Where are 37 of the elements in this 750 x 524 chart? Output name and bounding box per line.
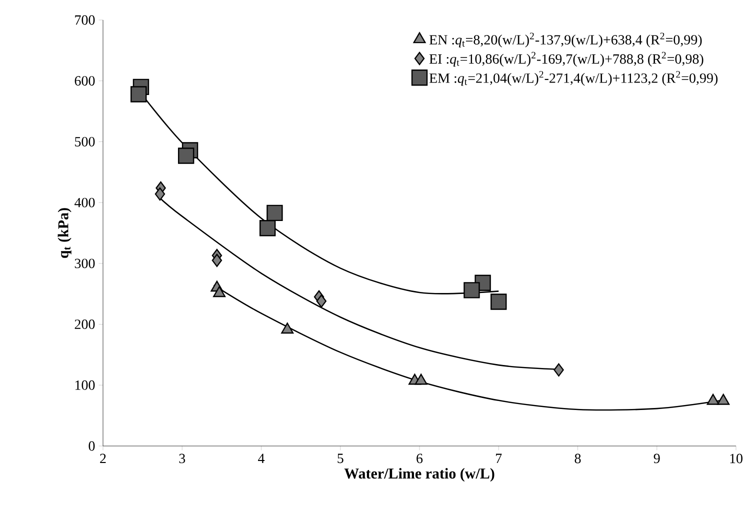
y-tick-label: 600 (74, 76, 95, 86)
x-tick-label: 3 (179, 454, 186, 464)
y-tick-label: 300 (74, 258, 95, 268)
point (259, 220, 276, 236)
y-tick-label: 700 (75, 15, 95, 25)
x-tick-label: 2 (100, 454, 106, 464)
x-tick-label: 6 (416, 454, 423, 464)
point (212, 254, 222, 267)
point (464, 282, 480, 298)
legend-label: EN :q$_{t}$=8,20(w/L)$^{2}$-137,9(w/L)+638,4 (R$^{2}$=0,99) (429, 32, 702, 48)
legend-label: EM :q$_{t}$=21,04(w/L)$^{2}$-271,4(w/L)+1123,2 (R$^{2}$=0,99) (429, 71, 718, 86)
x-axis-title: Water/Lime ratio (w/L) (344, 468, 494, 482)
point (130, 86, 147, 102)
point (154, 187, 166, 201)
point (178, 148, 194, 164)
x-tick-label: 5 (338, 454, 344, 464)
point (281, 322, 294, 334)
legend-label: EI :q$_{t}$=10,86(w/L)$^{2}$-169,7(w/L)+788,8 (R$^{2}$=0,98) (429, 52, 704, 67)
y-tick-label: 100 (75, 380, 95, 390)
y-tick-label: 500 (75, 136, 95, 146)
point (316, 294, 326, 308)
y-tick-label: 400 (74, 198, 95, 208)
point (213, 286, 226, 298)
point (414, 374, 428, 385)
x-tick-label: 10 (730, 454, 742, 464)
y-tick-label: 0 (88, 441, 95, 451)
x-tick-label: 9 (654, 454, 660, 464)
point (490, 294, 507, 310)
x-tick-label: 4 (258, 454, 265, 463)
point (266, 204, 283, 222)
x-tick-label: 8 (574, 454, 581, 464)
x-tick-label: 7 (496, 454, 502, 463)
y-tick-label: 200 (74, 320, 95, 330)
point (554, 363, 564, 377)
point (717, 394, 730, 405)
point (706, 394, 720, 405)
y-axis-title: q$_{t}$ (kPa) (58, 208, 72, 258)
